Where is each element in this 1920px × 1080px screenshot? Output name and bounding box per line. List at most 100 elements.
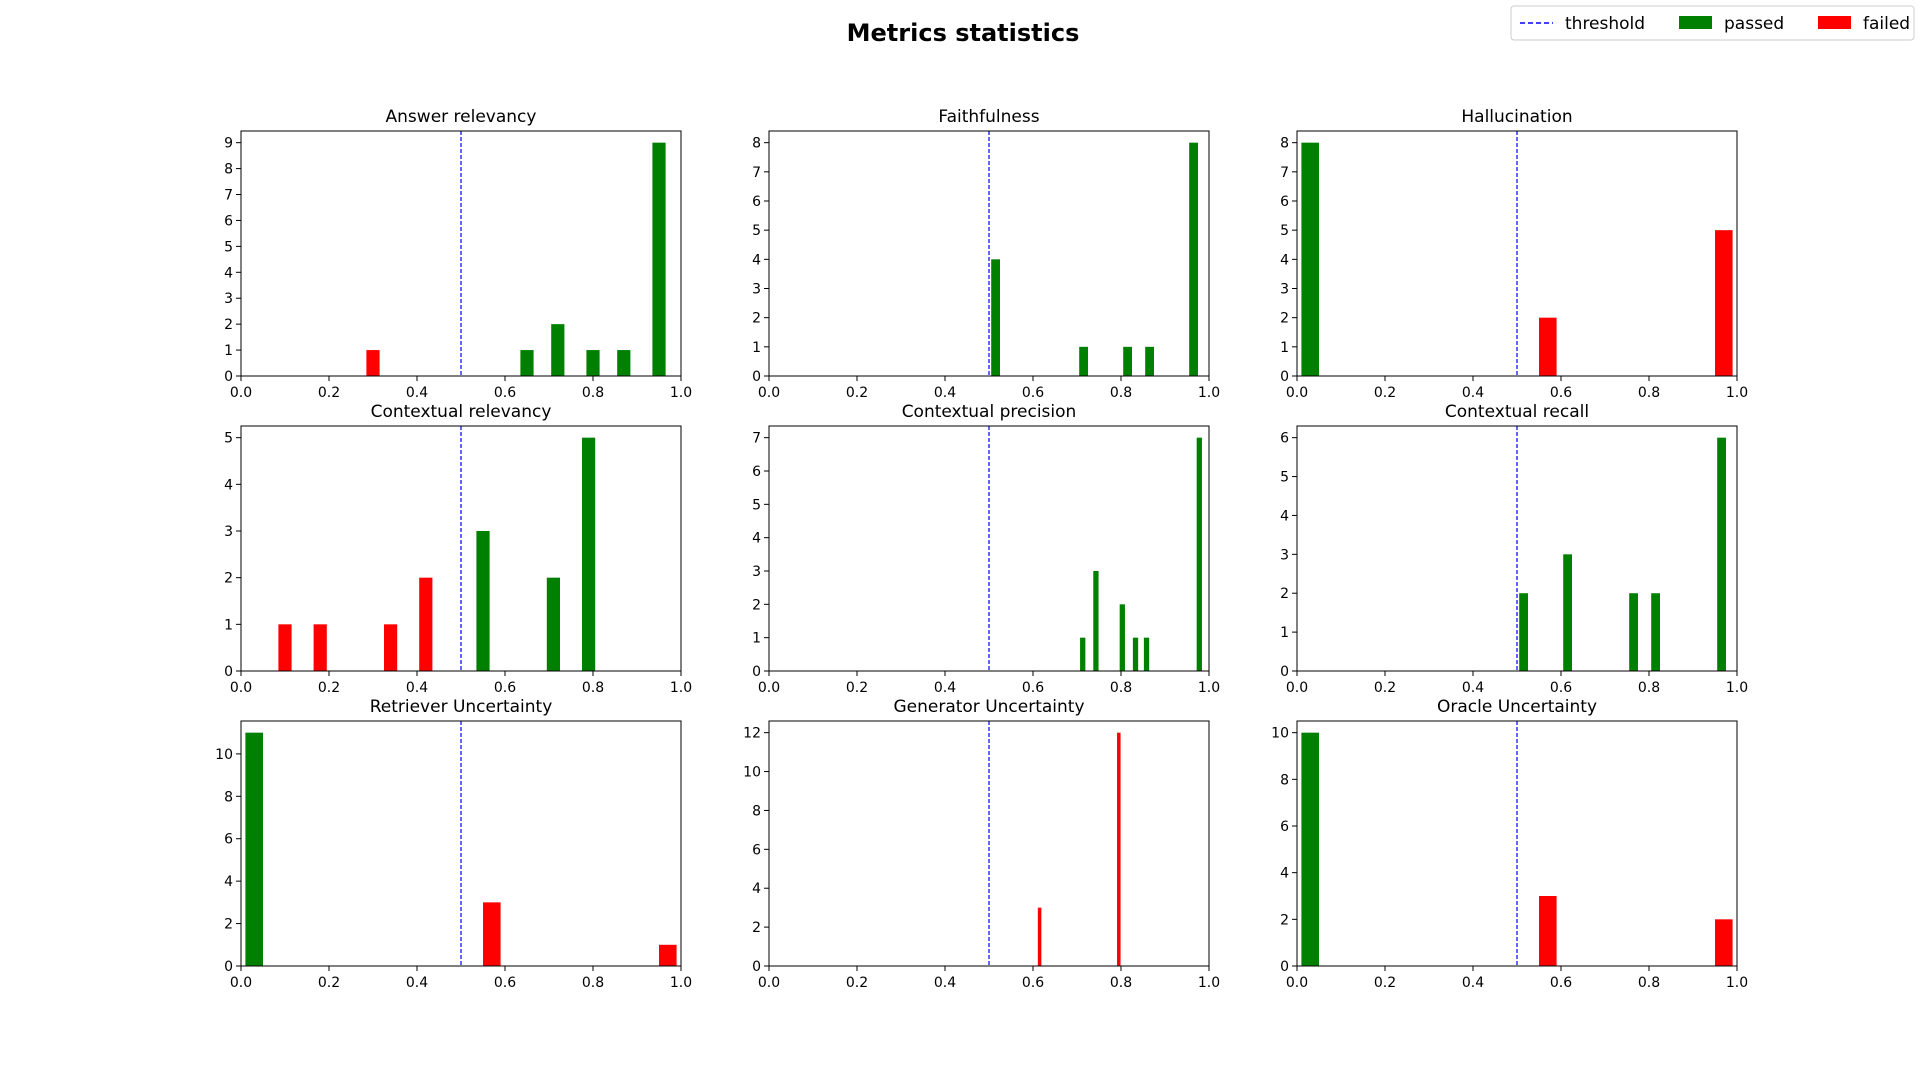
y-tick-label: 4	[1280, 866, 1289, 882]
plot-frame	[1296, 130, 1738, 377]
y-tick-label: 5	[224, 239, 233, 255]
bar-failed	[419, 577, 433, 671]
y-tick-label: 6	[1280, 194, 1289, 210]
bar-passed	[582, 437, 596, 671]
x-tick-label: 0.8	[1638, 975, 1660, 991]
y-tick-label: 4	[1280, 252, 1289, 268]
y-tick-label: 0	[1280, 369, 1289, 385]
y-tick-label: 6	[224, 213, 233, 229]
legend: threshold passed failed	[1510, 5, 1915, 41]
y-tick-label: 4	[752, 252, 761, 268]
x-tick-label: 1.0	[670, 680, 692, 696]
y-tick-label: 1	[1280, 625, 1289, 641]
plot-frame	[768, 425, 1210, 672]
y-tick-label: 6	[752, 464, 761, 480]
y-tick-label: 8	[752, 136, 761, 152]
x-tick-label: 0.0	[758, 385, 780, 401]
y-tick-label: 0	[1280, 664, 1289, 680]
y-tick-label: 7	[224, 188, 233, 204]
y-tick-label: 0	[224, 959, 233, 975]
bar-passed	[1132, 637, 1139, 671]
bar-passed	[1119, 604, 1125, 671]
bar-passed	[245, 732, 263, 966]
y-tick-label: 4	[224, 477, 233, 493]
panel-title: Generator Uncertainty	[893, 697, 1084, 717]
bar-passed	[520, 350, 534, 376]
x-tick-label: 0.4	[1462, 680, 1484, 696]
bar-passed	[1651, 593, 1660, 671]
bar-failed	[1539, 317, 1557, 376]
x-tick-label: 0.8	[1110, 975, 1132, 991]
y-tick-label: 12	[743, 726, 761, 742]
y-tick-label: 6	[752, 842, 761, 858]
x-tick-label: 0.2	[1374, 680, 1396, 696]
y-tick-label: 4	[224, 874, 233, 890]
panel-retriever-uncertainty: 0.0 0.2 0.4 0.6 0.8 1.0 0 2 4 6 8 10 Retriever Uncer…	[215, 697, 692, 991]
y-tick-label: 10	[1271, 726, 1289, 742]
y-tick-label: 2	[752, 597, 761, 613]
bar-passed	[1123, 346, 1132, 376]
x-tick-label: 1.0	[1198, 385, 1220, 401]
bar-passed	[991, 259, 1000, 376]
y-tick-label: 2	[752, 311, 761, 327]
y-tick-label: 3	[1280, 282, 1289, 298]
y-tick-label: 5	[752, 223, 761, 239]
x-tick-label: 0.4	[406, 385, 428, 401]
y-tick-label: 4	[1280, 508, 1289, 524]
y-tick-label: 2	[224, 571, 233, 587]
bar-passed	[1093, 571, 1099, 671]
y-tick-label: 1	[1280, 340, 1289, 356]
y-tick-label: 2	[1280, 912, 1289, 928]
bar-passed	[1189, 142, 1198, 376]
x-tick-label: 0.6	[1022, 385, 1044, 401]
x-tick-label: 1.0	[1726, 975, 1748, 991]
panel-contextual-relevancy: 0.0 0.2 0.4 0.6 0.8 1.0 0 1 2 3 4 5 Contextual relev…	[224, 402, 692, 696]
y-tick-label: 6	[1280, 431, 1289, 447]
y-tick-label: 3	[224, 524, 233, 540]
y-tick-label: 2	[224, 317, 233, 333]
bar-failed	[659, 944, 677, 966]
x-tick-label: 0.2	[846, 680, 868, 696]
x-tick-label: 0.4	[934, 385, 956, 401]
panel-faithfulness: 0.0 0.2 0.4 0.6 0.8 1.0 0 1 2 3 4 5 6 7 8 Faithfulness	[752, 107, 1220, 401]
bar-passed	[1143, 637, 1150, 671]
x-tick-label: 0.8	[1638, 680, 1660, 696]
y-tick-label: 4	[224, 265, 233, 281]
y-tick-label: 5	[224, 431, 233, 447]
y-tick-label: 2	[224, 917, 233, 933]
y-tick-label: 5	[1280, 470, 1289, 486]
x-tick-label: 1.0	[670, 385, 692, 401]
bar-passed	[617, 350, 631, 376]
x-tick-label: 0.6	[494, 975, 516, 991]
bar-passed	[1196, 437, 1202, 671]
y-tick-label: 8	[1280, 772, 1289, 788]
bar-failed	[278, 624, 292, 671]
x-tick-label: 0.4	[406, 680, 428, 696]
x-tick-label: 0.0	[1286, 680, 1308, 696]
plot-frame	[768, 720, 1210, 967]
x-tick-label: 0.0	[758, 975, 780, 991]
y-tick-label: 0	[752, 369, 761, 385]
x-tick-label: 0.2	[846, 385, 868, 401]
x-tick-label: 1.0	[1726, 385, 1748, 401]
x-tick-label: 0.6	[1550, 975, 1572, 991]
y-tick-label: 8	[224, 162, 233, 178]
x-tick-label: 0.0	[1286, 385, 1308, 401]
bar-failed	[366, 350, 380, 376]
x-tick-label: 1.0	[1726, 680, 1748, 696]
x-tick-label: 0.2	[1374, 385, 1396, 401]
panel-title: Faithfulness	[938, 107, 1039, 127]
panel-generator-uncertainty: 0.0 0.2 0.4 0.6 0.8 1.0 0 2 4 6 8 10 12 Generator Unc…	[743, 697, 1220, 991]
y-tick-label: 3	[1280, 547, 1289, 563]
plot-frame	[1296, 425, 1738, 672]
bar-passed	[1079, 346, 1088, 376]
plot-frame	[240, 425, 682, 672]
y-tick-label: 3	[752, 282, 761, 298]
bar-failed	[1539, 896, 1557, 966]
x-tick-label: 0.2	[1374, 975, 1396, 991]
x-tick-label: 0.4	[934, 680, 956, 696]
panel-title: Contextual relevancy	[371, 402, 552, 422]
x-tick-label: 0.8	[1638, 385, 1660, 401]
y-tick-label: 8	[224, 789, 233, 805]
